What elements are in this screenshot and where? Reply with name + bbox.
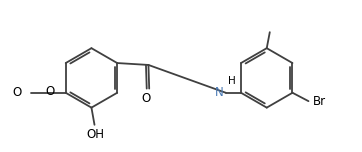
Text: O: O	[13, 86, 22, 98]
Text: N: N	[215, 86, 224, 98]
Text: OH: OH	[86, 128, 104, 141]
Text: H: H	[228, 76, 235, 86]
Text: O: O	[142, 92, 151, 105]
Text: O: O	[46, 85, 55, 98]
Text: Br: Br	[313, 95, 326, 108]
